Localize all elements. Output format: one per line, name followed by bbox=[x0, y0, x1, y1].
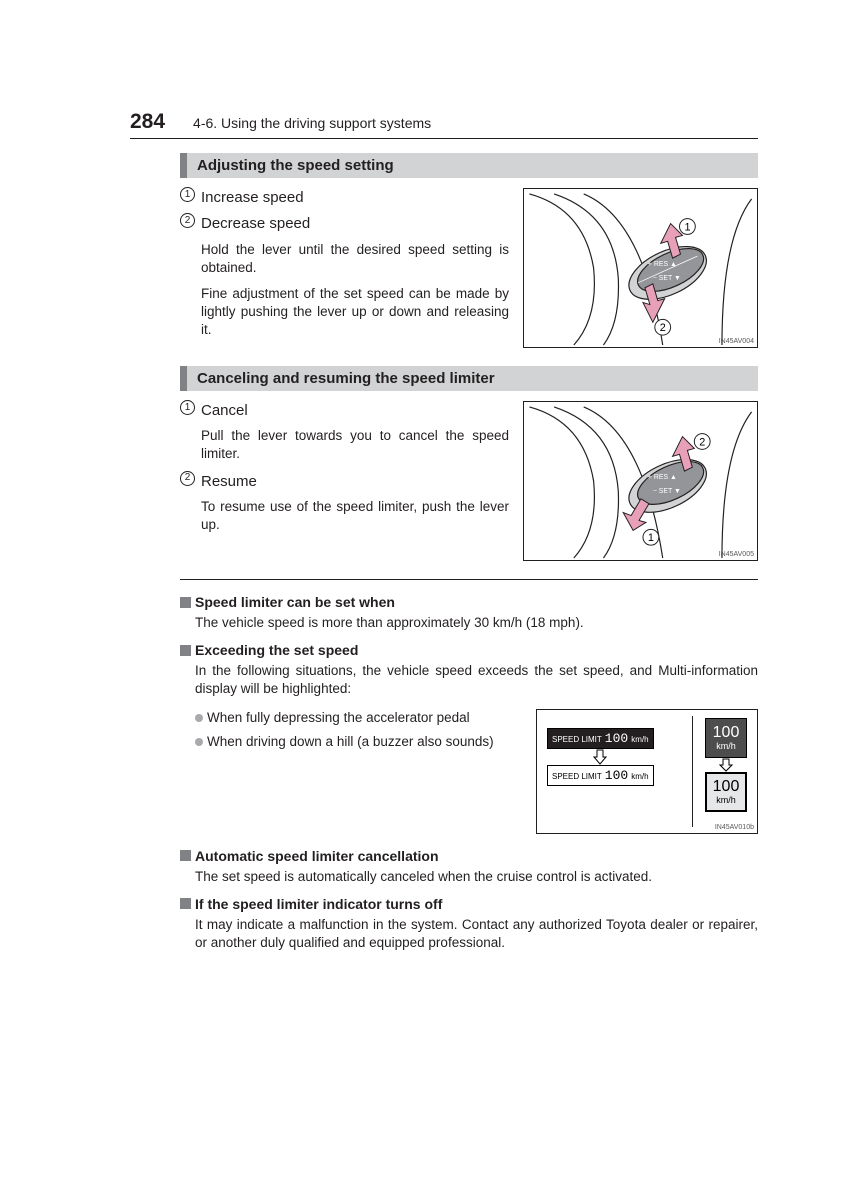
bullet-item: When driving down a hill (a buzzer also … bbox=[195, 733, 522, 751]
display-value: 100 bbox=[605, 731, 628, 746]
svg-text:1: 1 bbox=[684, 221, 690, 233]
svg-text:+ RES ▲: + RES ▲ bbox=[648, 261, 677, 268]
step-number-icon: 1 bbox=[180, 400, 195, 415]
note-body: It may indicate a malfunction in the sys… bbox=[180, 916, 758, 952]
square-bullet-icon bbox=[180, 645, 191, 656]
svg-text:− SET ▼: − SET ▼ bbox=[653, 488, 681, 495]
svg-text:+ RES ▲: + RES ▲ bbox=[648, 474, 677, 481]
bullet-text: When driving down a hill (a buzzer also … bbox=[207, 733, 494, 751]
paragraph: Pull the lever towards you to cancel the… bbox=[180, 427, 509, 463]
divider bbox=[180, 579, 758, 580]
display-value: 100 bbox=[605, 768, 628, 783]
tile-value: 100 bbox=[713, 779, 740, 795]
display-left-col: SPEED LIMIT 100km/h SPEED LIMIT 100km/h bbox=[547, 728, 654, 786]
lever-diagram-icon: + RES ▲ − SET ▼ 1 2 bbox=[524, 189, 757, 347]
svg-text:1: 1 bbox=[648, 532, 654, 544]
arrow-down-icon bbox=[719, 758, 733, 772]
note-body: The set speed is automatically canceled … bbox=[180, 868, 758, 886]
step-label: Increase speed bbox=[201, 188, 304, 208]
display-dark: SPEED LIMIT 100km/h bbox=[547, 728, 654, 749]
note-title: If the speed limiter indicator turns off bbox=[195, 896, 442, 912]
bullet-figure-row: When fully depressing the accelerator pe… bbox=[180, 709, 758, 834]
note-title: Exceeding the set speed bbox=[195, 642, 358, 658]
bullet-item: When fully depressing the accelerator pe… bbox=[195, 709, 522, 727]
tile-unit: km/h bbox=[716, 741, 736, 751]
display-label: SPEED LIMIT bbox=[552, 772, 602, 781]
display-label: SPEED LIMIT bbox=[552, 735, 602, 744]
vertical-divider bbox=[692, 716, 693, 827]
manual-page: 284 4-6. Using the driving support syste… bbox=[0, 0, 848, 952]
step-label: Resume bbox=[201, 472, 257, 492]
paragraph: Fine adjustment of the set speed can be … bbox=[180, 285, 509, 340]
note-title: Automatic speed limiter cancellation bbox=[195, 848, 439, 864]
step-number-icon: 2 bbox=[180, 471, 195, 486]
figure-container: + RES ▲ − SET ▼ 2 1 IN45AV005 bbox=[523, 401, 758, 561]
step-label: Decrease speed bbox=[201, 214, 310, 234]
page-number: 284 bbox=[130, 110, 165, 134]
step-label: Cancel bbox=[201, 401, 248, 421]
speed-tile-dark: 100 km/h bbox=[705, 718, 747, 758]
figure-container: + RES ▲ − SET ▼ 1 2 IN45AV004 bbox=[523, 188, 758, 348]
tile-unit: km/h bbox=[716, 795, 736, 805]
bullet-text: When fully depressing the accelerator pe… bbox=[207, 709, 470, 727]
section-heading: Canceling and resuming the speed limiter bbox=[180, 366, 758, 391]
dot-icon bbox=[195, 714, 203, 722]
chapter-title: 4-6. Using the driving support systems bbox=[193, 115, 431, 131]
display-figure: SPEED LIMIT 100km/h SPEED LIMIT 100km/h … bbox=[536, 709, 758, 834]
tile-value: 100 bbox=[713, 725, 740, 741]
step-number-icon: 2 bbox=[180, 213, 195, 228]
instruction-text: 1 Increase speed 2 Decrease speed Hold the… bbox=[180, 188, 509, 348]
arrow-down-icon bbox=[593, 749, 607, 765]
svg-text:2: 2 bbox=[660, 322, 666, 334]
note-body: In the following situations, the vehicle… bbox=[180, 662, 758, 698]
note-title: Speed limiter can be set when bbox=[195, 594, 395, 610]
section-heading: Adjusting the speed setting bbox=[180, 153, 758, 178]
paragraph: To resume use of the speed limiter, push… bbox=[180, 498, 509, 534]
display-unit: km/h bbox=[631, 772, 648, 781]
paragraph: Hold the lever until the desired speed s… bbox=[180, 241, 509, 277]
page-header: 284 4-6. Using the driving support syste… bbox=[130, 110, 758, 139]
svg-text:2: 2 bbox=[699, 436, 705, 448]
square-bullet-icon bbox=[180, 898, 191, 909]
note-heading: If the speed limiter indicator turns off bbox=[180, 896, 758, 912]
section-body: 1 Increase speed 2 Decrease speed Hold the… bbox=[180, 188, 758, 348]
note-body: The vehicle speed is more than approxima… bbox=[180, 614, 758, 632]
note-heading: Speed limiter can be set when bbox=[180, 594, 758, 610]
square-bullet-icon bbox=[180, 597, 191, 608]
display-right-col: 100 km/h 100 km/h bbox=[705, 718, 747, 812]
figure-id: IN45AV010b bbox=[715, 824, 754, 831]
step-number-icon: 1 bbox=[180, 187, 195, 202]
section-body: 1 Cancel Pull the lever towards you to ca… bbox=[180, 401, 758, 561]
lever-diagram-icon: + RES ▲ − SET ▼ 2 1 bbox=[524, 402, 757, 560]
display-unit: km/h bbox=[631, 735, 648, 744]
note-heading: Exceeding the set speed bbox=[180, 642, 758, 658]
lever-figure: + RES ▲ − SET ▼ 2 1 IN45AV005 bbox=[523, 401, 758, 561]
dot-icon bbox=[195, 738, 203, 746]
instruction-text: 1 Cancel Pull the lever towards you to ca… bbox=[180, 401, 509, 561]
svg-text:− SET ▼: − SET ▼ bbox=[653, 275, 681, 282]
figure-id: IN45AV005 bbox=[719, 551, 754, 558]
lever-figure: + RES ▲ − SET ▼ 1 2 IN45AV004 bbox=[523, 188, 758, 348]
note-heading: Automatic speed limiter cancellation bbox=[180, 848, 758, 864]
square-bullet-icon bbox=[180, 850, 191, 861]
page-content: Adjusting the speed setting 1 Increase sp… bbox=[130, 153, 758, 952]
bullet-list: When fully depressing the accelerator pe… bbox=[180, 709, 522, 834]
speed-tile-light: 100 km/h bbox=[705, 772, 747, 812]
display-light: SPEED LIMIT 100km/h bbox=[547, 765, 654, 786]
figure-id: IN45AV004 bbox=[719, 338, 754, 345]
